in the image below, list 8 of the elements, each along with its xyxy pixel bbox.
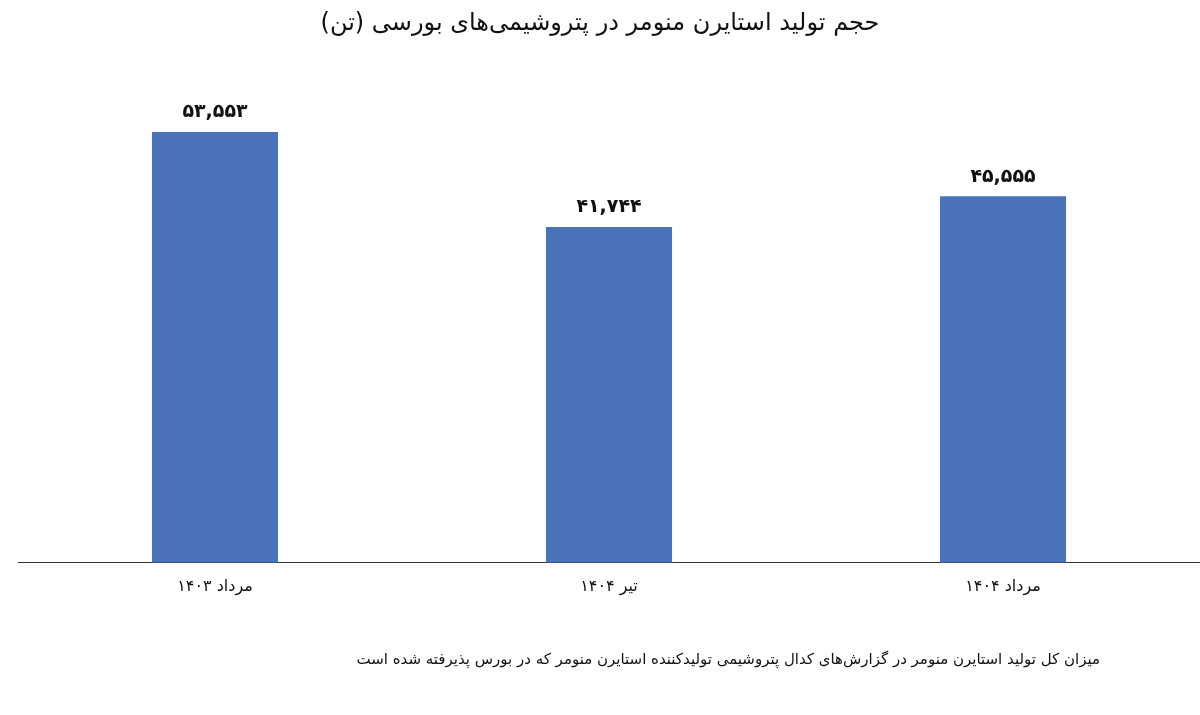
data-label: ۵۳,۵۵۳ (182, 99, 248, 122)
x-tick-label: تیر ۱۴۰۴ (580, 575, 638, 596)
data-label: ۴۵,۵۵۵ (970, 163, 1036, 186)
text: میزان کل تولید استایرن منومر در گزارش‌های کدال پتروشیمی تولیدکننده استایرن منومر که در بورس پذیرفته شده است (355, 649, 1100, 670)
chart-title: حجم تولید استایرن منومر در پتروشیمی‌های بورسی (تن) (319, 8, 881, 36)
data-label: ۴۱,۷۴۴ (576, 194, 642, 217)
x-tick-label: مرداد ۱۴۰۴ (965, 575, 1041, 596)
x-tick-label: مرداد ۱۴۰۳ (177, 575, 253, 596)
